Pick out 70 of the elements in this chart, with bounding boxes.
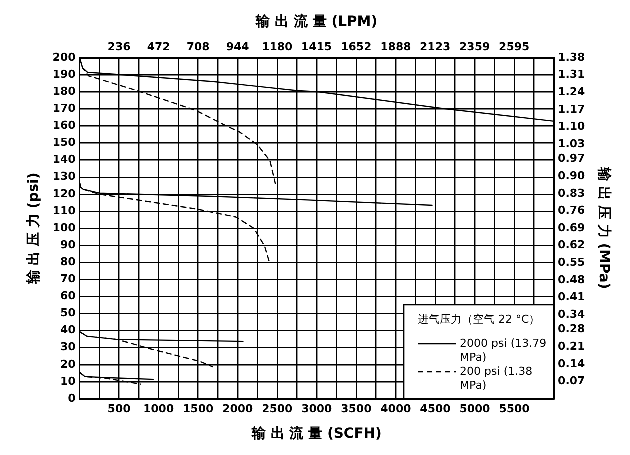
- y2-axis-title: 输 出 压 力 (MPa): [596, 166, 612, 290]
- y-tick-label: 70: [60, 272, 76, 286]
- x2-tick-label: 2359: [460, 40, 490, 54]
- legend-label: 200 psi (1.38 MPa): [460, 364, 533, 392]
- y2-tick-label: 1.38: [558, 50, 586, 64]
- legend-label: 2000 psi (13.79 MPa): [460, 336, 547, 364]
- x2-tick-label: 472: [147, 40, 170, 54]
- x-axis-title: 输 出 流 量 (SCFH): [250, 425, 382, 442]
- x2-tick-label: 236: [108, 40, 132, 54]
- y-tick-label: 190: [52, 68, 76, 81]
- y-tick-label: 140: [52, 153, 76, 166]
- x-tick-label: 1500: [183, 402, 214, 416]
- y-tick-label: 130: [52, 170, 76, 184]
- x2-tick-label: 2123: [420, 40, 451, 54]
- y2-tick-label: 0.62: [558, 238, 586, 252]
- x-tick-label: 4000: [380, 402, 412, 416]
- y-tick-label: 80: [60, 255, 76, 268]
- y2-tick-label: 0.97: [558, 152, 586, 166]
- y2-tick-label: 0.90: [558, 169, 586, 182]
- y2-tick-label: 0.83: [558, 186, 586, 200]
- y2-tick-label: 1.10: [558, 120, 586, 134]
- x2-tick-label: 1415: [301, 40, 332, 54]
- y2-tick-label: 0.69: [558, 221, 586, 234]
- y-tick-label: 60: [60, 290, 76, 303]
- y2-tick-label: 0.48: [558, 273, 586, 286]
- x-tick-label: 5500: [499, 402, 530, 416]
- y-tick-label: 120: [52, 187, 76, 200]
- x-tick-label: 3500: [341, 402, 372, 416]
- x-tick-label: 2000: [222, 402, 254, 416]
- y2-tick-label: 1.03: [558, 137, 586, 150]
- x2-tick-label: 944: [226, 40, 250, 54]
- y2-tick-label: 1.31: [558, 68, 586, 82]
- y-tick-label: 200: [52, 50, 76, 64]
- y-tick-label: 90: [60, 238, 76, 252]
- y-tick-label: 10: [60, 374, 76, 388]
- y2-tick-label: 1.17: [558, 102, 586, 116]
- x-tick-label: 4500: [420, 402, 452, 416]
- y2-tick-label: 0.76: [558, 204, 586, 218]
- y2-tick-label: 0.55: [558, 256, 586, 269]
- y2-tick-label: 0.21: [558, 340, 586, 353]
- y-axis-title: 输 出 压 力 (psi): [26, 172, 42, 286]
- y-tick-label: 50: [60, 306, 76, 320]
- x-tick-label: 5000: [460, 402, 491, 416]
- y-tick-label: 160: [52, 119, 76, 132]
- y-tick-label: 150: [52, 136, 76, 150]
- x2-tick-label: 2595: [499, 40, 530, 54]
- x2-axis-title: 输 出 流 量 (LPM): [255, 13, 378, 30]
- y-tick-label: 40: [60, 324, 76, 337]
- x2-tick-label: 708: [186, 40, 210, 54]
- y2-tick-label: 0.07: [558, 374, 586, 388]
- x2-tick-label: 1888: [380, 40, 412, 54]
- y-tick-label: 30: [60, 340, 76, 354]
- x-tick-label: 2500: [262, 402, 294, 416]
- x-tick-label: 500: [108, 402, 132, 416]
- y-tick-label: 0: [68, 392, 76, 405]
- y2-tick-label: 0.41: [558, 290, 586, 304]
- y-tick-label: 170: [52, 102, 76, 116]
- y2-tick-label: 1.24: [558, 85, 586, 98]
- y-tick-label: 20: [60, 358, 76, 371]
- y2-tick-label: 0.28: [558, 322, 586, 336]
- x-tick-label: 3000: [302, 402, 333, 416]
- x-tick-label: 1000: [144, 402, 174, 416]
- x2-tick-label: 1652: [341, 40, 372, 54]
- y2-tick-label: 0.14: [558, 357, 586, 370]
- y-tick-label: 110: [52, 204, 76, 218]
- x2-tick-label: 1180: [262, 40, 294, 54]
- y-tick-label: 180: [52, 84, 76, 98]
- y2-tick-label: 0.34: [558, 308, 586, 321]
- y-tick-label: 100: [52, 221, 76, 234]
- legend-title: 进气压力（空气 22 °C）: [418, 312, 540, 326]
